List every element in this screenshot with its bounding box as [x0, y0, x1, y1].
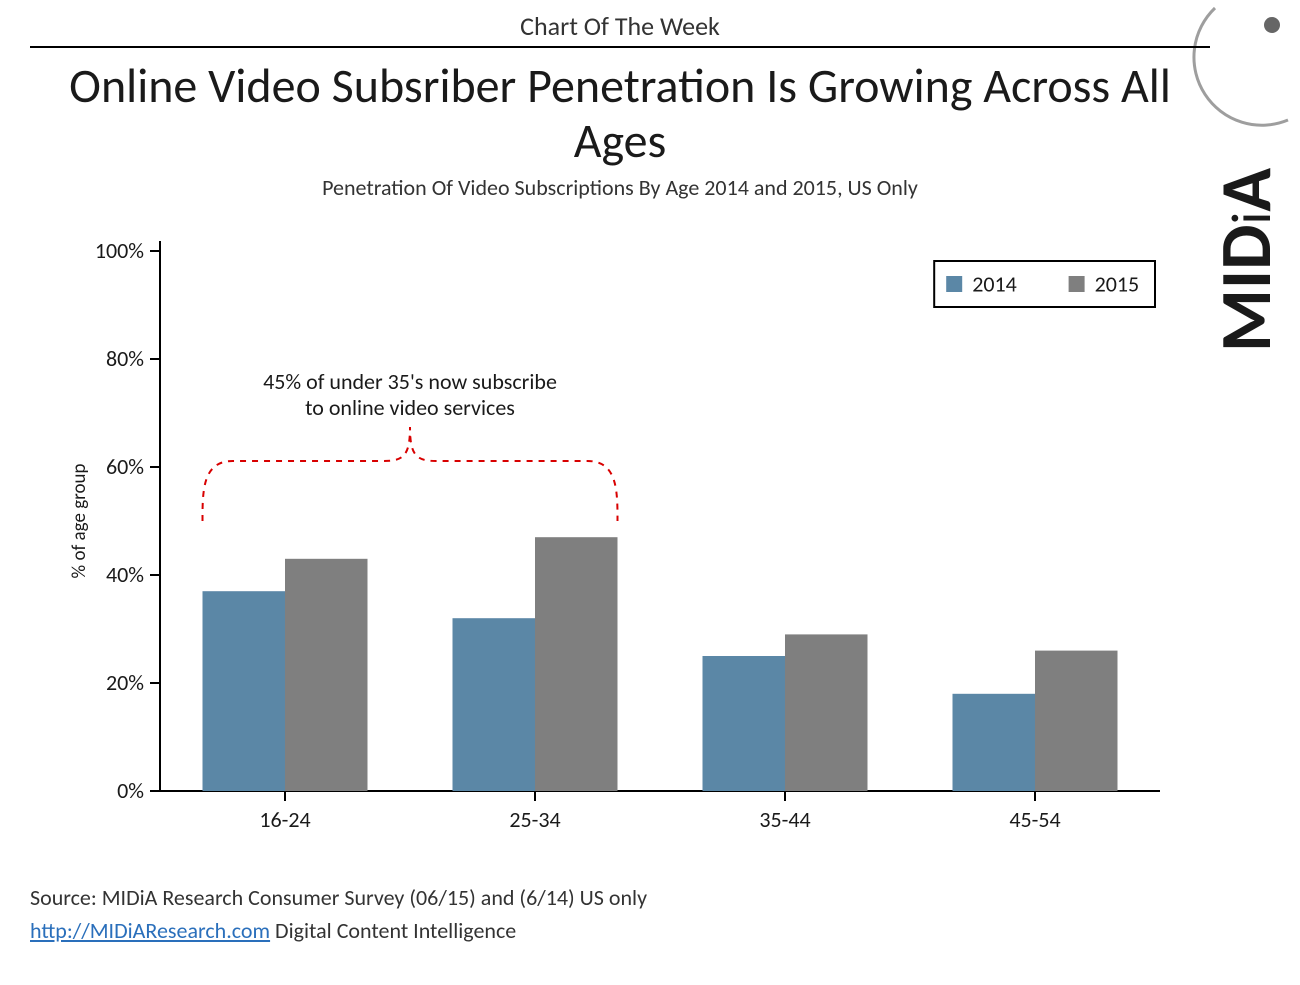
legend-swatch	[946, 276, 962, 292]
bar	[953, 694, 1036, 791]
annotation-brace	[203, 427, 618, 521]
svg-text:80%: 80%	[106, 345, 144, 372]
svg-text:100%: 100%	[95, 237, 144, 264]
annotation-text: to online video services	[305, 394, 515, 421]
x-category-label: 16-24	[259, 806, 310, 833]
x-category-label: 45-54	[1009, 806, 1060, 833]
source-link[interactable]: http://MIDiAResearch.com	[30, 917, 270, 944]
bar	[1035, 651, 1118, 791]
source-footer: Source: MIDiA Research Consumer Survey (…	[30, 881, 1210, 947]
svg-text:60%: 60%	[106, 453, 144, 480]
svg-text:40%: 40%	[106, 561, 144, 588]
bar	[203, 592, 286, 792]
bar	[785, 635, 868, 792]
x-category-label: 35-44	[759, 806, 810, 833]
bar	[285, 559, 368, 791]
x-category-label: 25-34	[509, 806, 560, 833]
chart-subtitle: Penetration Of Video Subscriptions By Ag…	[30, 174, 1210, 201]
bar-chart: 0% 20% 40% 60% 80% 100% % of age group 16-24 25-…	[50, 221, 1180, 861]
svg-text:% of age group: % of age group	[68, 464, 91, 579]
overline: Chart Of The Week	[30, 10, 1210, 42]
bar	[703, 656, 786, 791]
source-tagline: Digital Content Intelligence	[270, 917, 516, 944]
source-line: Source: MIDiA Research Consumer Survey (…	[30, 881, 1210, 914]
header-rule	[30, 46, 1210, 48]
svg-text:MIDiA: MIDiA	[1202, 168, 1290, 352]
legend-label: 2015	[1095, 271, 1140, 298]
bar	[535, 538, 618, 792]
annotation-text: 45% of under 35's now subscribe	[263, 368, 557, 395]
bar	[453, 619, 536, 792]
chart-title: Online Video Subsriber Penetration Is Gr…	[30, 58, 1210, 168]
svg-text:0%: 0%	[117, 777, 144, 804]
svg-text:20%: 20%	[106, 669, 144, 696]
legend-label: 2014	[972, 271, 1017, 298]
legend-swatch	[1069, 276, 1085, 292]
